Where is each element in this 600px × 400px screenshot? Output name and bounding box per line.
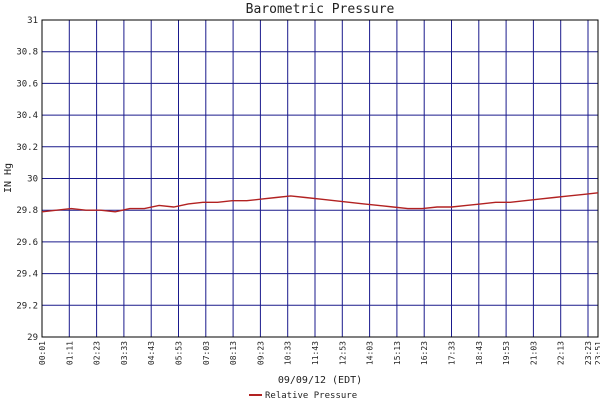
x-tick-label: 23:51: [594, 341, 600, 365]
x-tick-label: 16:23: [420, 341, 429, 365]
x-tick-label: 07:03: [202, 341, 211, 365]
x-tick-labels: 00:01 01:11 02:23 03:33 04:43 05:53 07:03 08:13…: [38, 341, 600, 365]
x-tick-label: 00:01: [38, 341, 47, 365]
series-line-relative-pressure: [41, 192, 599, 213]
x-tick-label: 11:43: [311, 341, 320, 365]
x-tick-label: 23:23: [584, 341, 593, 365]
y-tick-label: 29.2: [16, 301, 38, 311]
y-tick-label: 29.8: [16, 206, 38, 216]
y-axis-label: IN Hg: [3, 163, 14, 193]
plot-area-border: [41, 19, 599, 338]
x-tick-label: 19:53: [502, 341, 511, 365]
x-tick-label: 04:43: [147, 341, 156, 365]
y-tick-label: 30: [27, 175, 38, 185]
x-tick-label: 15:13: [393, 341, 402, 365]
y-tick-label: 29.6: [16, 238, 38, 248]
grid-lines: [41, 19, 599, 338]
y-tick-label: 29: [27, 333, 38, 343]
x-tick-label: 21:03: [529, 341, 538, 365]
x-tick-label: 09:23: [256, 341, 265, 365]
x-tick-label: 02:23: [93, 341, 102, 365]
x-tick-label: 05:53: [175, 341, 184, 365]
y-tick-label: 30.6: [16, 79, 38, 89]
y-tick-label: 30.4: [16, 111, 38, 121]
x-tick-label: 22:13: [557, 341, 566, 365]
y-tick-label: 30.8: [16, 48, 38, 58]
legend: Relative Pressure: [249, 391, 357, 400]
chart-title: Barometric Pressure: [246, 2, 395, 17]
y-tick-label: 30.2: [16, 143, 38, 153]
x-tick-label: 03:33: [120, 341, 129, 365]
x-tick-label: 12:53: [338, 341, 347, 365]
y-tick-label: 29.4: [16, 270, 38, 280]
y-tick-label: 31: [27, 16, 38, 26]
x-tick-label: 01:11: [65, 341, 74, 365]
x-axis-label: 09/09/12 (EDT): [278, 375, 362, 386]
x-tick-label: 18:43: [475, 341, 484, 365]
x-tick-label: 10:33: [284, 341, 293, 365]
x-tick-label: 14:03: [366, 341, 375, 365]
x-tick-label: 17:33: [448, 341, 457, 365]
x-tick-label: 08:13: [229, 341, 238, 365]
y-tick-labels: 29 29.2 29.4 29.6 29.8 30 30.2 30.4 30.6 30.8 31: [16, 16, 38, 343]
legend-label-relative-pressure: Relative Pressure: [265, 391, 357, 400]
